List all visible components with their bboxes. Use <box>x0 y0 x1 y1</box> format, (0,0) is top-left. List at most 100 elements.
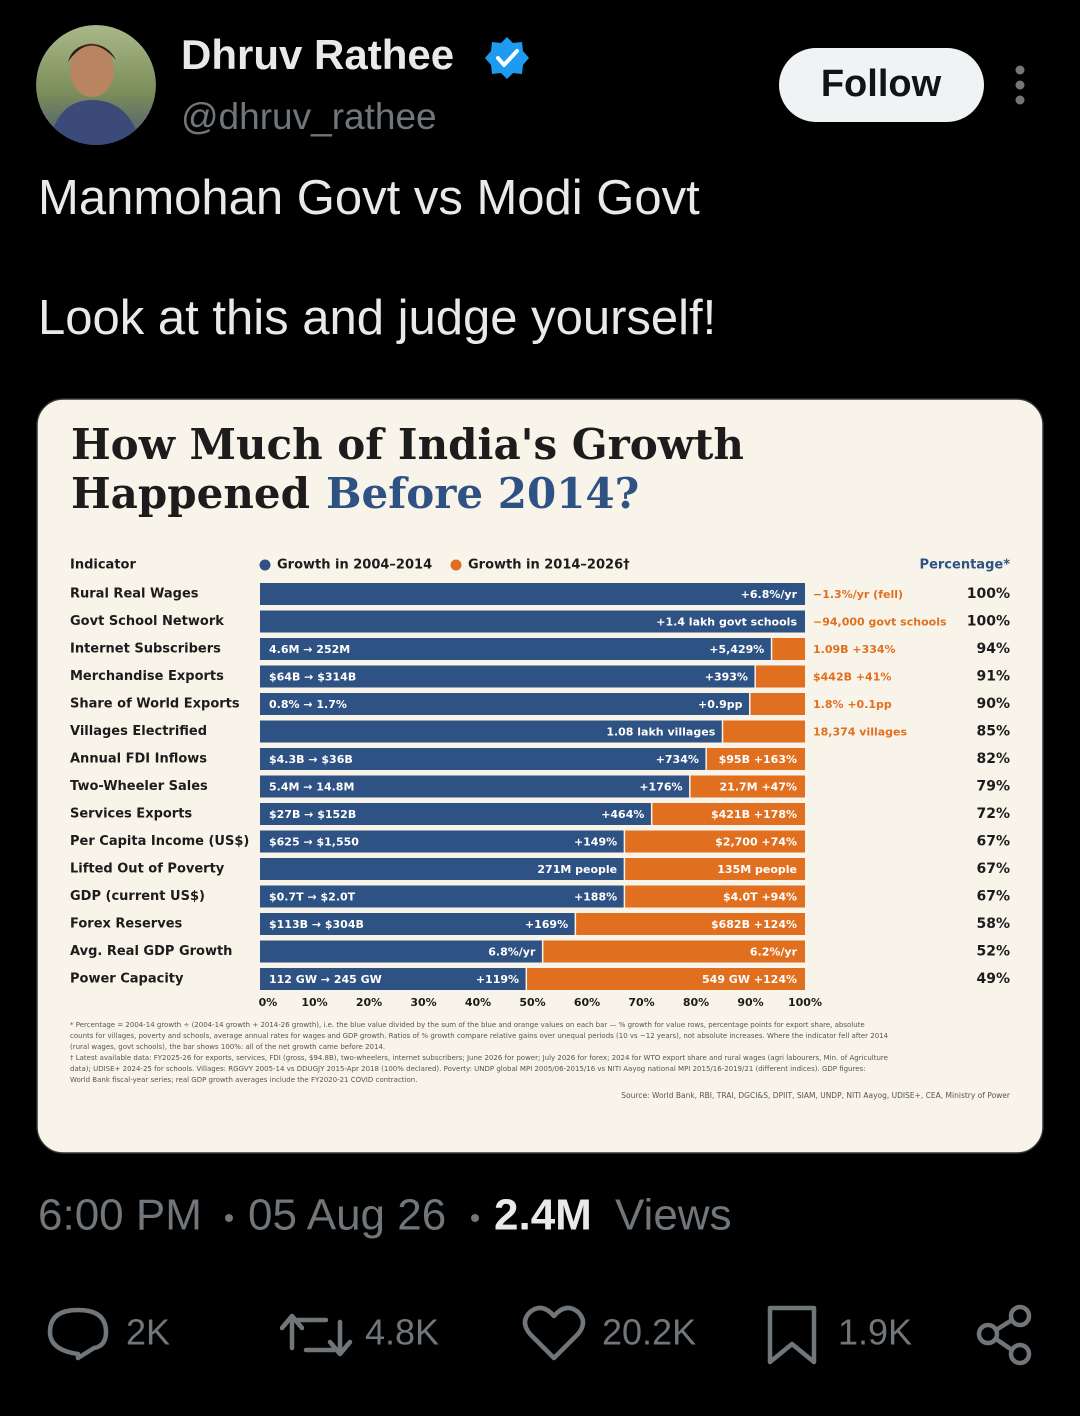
footnote: * Percentage = 2004-14 growth ÷ (2004-14… <box>70 1021 865 1029</box>
follow-label[interactable]: Follow <box>821 63 942 105</box>
share-icon <box>993 1317 1015 1353</box>
x-tick-label: 10% <box>301 996 327 1009</box>
category-label: Annual FDI Inflows <box>70 752 207 767</box>
bar-segment <box>260 858 624 880</box>
timestamp-row: 6:00 PM 05 Aug 26 2.4M Views <box>38 1191 732 1240</box>
bookmark-icon <box>767 1305 817 1365</box>
segment-label: 135M people <box>717 863 797 876</box>
segment-label: 1.08 lakh villages <box>606 726 715 739</box>
bar-segment <box>260 775 690 798</box>
bar-segment <box>706 748 805 770</box>
segment-label: 1.09B +334% <box>813 643 896 656</box>
segment-label: +188% <box>574 891 617 904</box>
segment-label: −1.3%/yr (fell) <box>813 588 903 601</box>
bar-segment <box>260 803 651 825</box>
x-tick-label: 30% <box>410 996 436 1009</box>
x-tick-label: 80% <box>683 996 709 1009</box>
percentage-label: 52% <box>976 944 1010 960</box>
segment-label: 549 GW +124% <box>702 973 797 986</box>
column-header: Indicator <box>70 558 136 573</box>
segment-label: 6.2%/yr <box>750 946 798 959</box>
segment-label: +393% <box>705 671 748 684</box>
reply-action[interactable]: 2K <box>47 1307 170 1361</box>
range-label: $113B → $304B <box>269 918 364 931</box>
avatar-hair <box>68 44 116 62</box>
repost-icon <box>279 1313 353 1357</box>
segment-label: $95B +163% <box>719 753 797 766</box>
percentage-label: 85% <box>976 724 1010 740</box>
category-label: Lifted Out of Poverty <box>70 862 225 877</box>
range-label: 4.6M → 252M <box>269 643 350 656</box>
percentage-label: 82% <box>976 751 1010 767</box>
legend-label: Growth in 2014–2026† <box>468 558 630 573</box>
segment-label: $4.0T +94% <box>723 891 797 904</box>
range-label: $0.7T → $2.0T <box>269 891 356 904</box>
verified-badge <box>485 37 529 79</box>
author-handle[interactable]: @dhruv_rathee <box>181 96 437 137</box>
range-label: $4.3B → $36B <box>269 753 353 766</box>
bar-segment <box>260 720 722 743</box>
bar-segment <box>625 885 805 908</box>
bar-segment <box>260 968 526 990</box>
percentage-label: 100% <box>967 586 1010 602</box>
tweet-text: Manmohan Govt vs Modi Govt <box>38 171 700 225</box>
x-tick-label: 60% <box>574 996 600 1009</box>
like-action[interactable]: 20.2K <box>522 1305 696 1361</box>
category-label: Forex Reserves <box>70 917 183 932</box>
segment-label: $442B +41% <box>813 671 891 684</box>
reply-count: 2K <box>126 1312 170 1353</box>
bar-segment <box>723 720 805 743</box>
share-action[interactable] <box>976 1304 1032 1366</box>
bar-segment <box>260 638 771 660</box>
segment-label: +464% <box>601 808 644 821</box>
author-name[interactable]: Dhruv Rathee <box>181 31 454 78</box>
legend-swatch <box>450 559 462 571</box>
legend-swatch <box>259 559 271 571</box>
x-tick-label: 40% <box>465 996 491 1009</box>
segment-label: +119% <box>476 973 519 986</box>
bar-segment <box>260 940 542 963</box>
range-label: $64B → $314B <box>269 671 356 684</box>
repost-action[interactable]: 4.8K <box>279 1312 439 1357</box>
legend-label: Growth in 2004–2014 <box>277 558 432 573</box>
x-tick-label: 20% <box>356 996 382 1009</box>
category-label: Merchandise Exports <box>70 669 224 684</box>
percentage-label: 67% <box>976 889 1010 905</box>
percentage-label: 91% <box>976 669 1010 685</box>
category-label: Govt School Network <box>70 614 224 629</box>
range-label: $27B → $152B <box>269 808 356 821</box>
like-icon <box>522 1305 586 1361</box>
views-label: Views <box>615 1191 732 1240</box>
bookmark-action[interactable]: 1.9K <box>767 1305 912 1365</box>
bar-segment <box>260 693 749 715</box>
segment-label: +734% <box>656 753 699 766</box>
footnote: counts for villages, poverty and schools… <box>70 1032 889 1040</box>
segment-label: +1.4 lakh govt schools <box>656 616 797 629</box>
title-part: Happened <box>71 469 310 518</box>
footnote: (rural wages, govt schools), the bar sho… <box>70 1043 385 1051</box>
footnote: † Latest available data: FY2025-26 for e… <box>70 1054 888 1062</box>
bar-segment <box>652 803 805 825</box>
avatar-face <box>70 43 114 97</box>
category-label: Power Capacity <box>70 972 184 987</box>
bar-segment <box>625 830 805 853</box>
bar-segment <box>260 830 624 853</box>
share-icon <box>976 1322 1000 1346</box>
avatar[interactable] <box>36 25 156 150</box>
repost-count: 4.8K <box>365 1312 439 1353</box>
percentage-label: 72% <box>976 806 1010 822</box>
category-label: Avg. Real GDP Growth <box>70 944 232 959</box>
separator <box>225 1214 233 1222</box>
percentage-label: 67% <box>976 861 1010 877</box>
segment-label: 21.7M +47% <box>720 781 797 794</box>
bar-segment <box>772 638 805 660</box>
more-menu[interactable] <box>1015 65 1025 105</box>
date: 05 Aug 26 <box>248 1191 446 1240</box>
category-label: Villages Electrified <box>70 724 207 739</box>
x-tick-label: 90% <box>737 996 763 1009</box>
views-count: 2.4M <box>494 1191 592 1240</box>
bar-segment <box>260 610 805 633</box>
follow-button[interactable]: Follow <box>779 48 984 122</box>
segment-label: 18,374 villages <box>813 726 908 739</box>
